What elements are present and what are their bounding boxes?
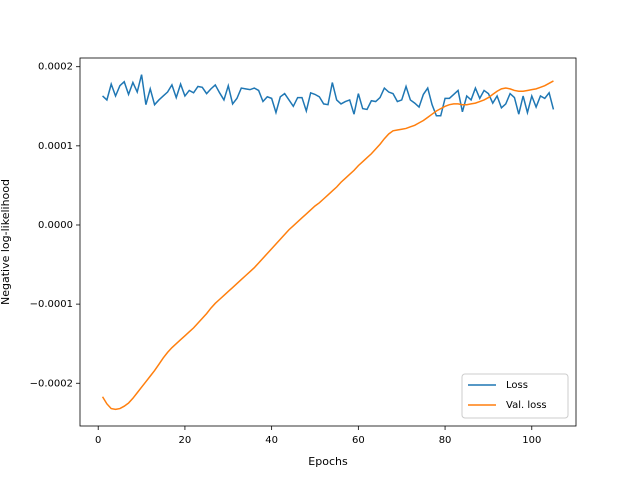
plot-frame xyxy=(79,57,577,427)
x-tick-label: 60 xyxy=(352,435,365,446)
x-tick-label: 40 xyxy=(265,435,278,446)
legend-label: Val. loss xyxy=(506,400,547,411)
x-axis-label: Epochs xyxy=(308,455,348,468)
y-tick-label: −0.0002 xyxy=(30,378,73,389)
y-tick-label: 0.0001 xyxy=(38,141,73,152)
legend-label: Loss xyxy=(506,380,528,391)
series-line xyxy=(101,80,554,411)
x-tick-label: 80 xyxy=(439,435,452,446)
y-tick-label: 0.0000 xyxy=(38,220,73,231)
x-tick-label: 100 xyxy=(522,435,541,446)
y-tick-label: −0.0001 xyxy=(30,299,73,310)
x-tick-label: 20 xyxy=(179,435,192,446)
y-axis-label: Negative log-likelihood xyxy=(0,179,12,305)
series-line xyxy=(102,74,555,117)
y-tick-label: 0.0002 xyxy=(38,62,73,73)
x-tick-label: 0 xyxy=(95,435,101,446)
